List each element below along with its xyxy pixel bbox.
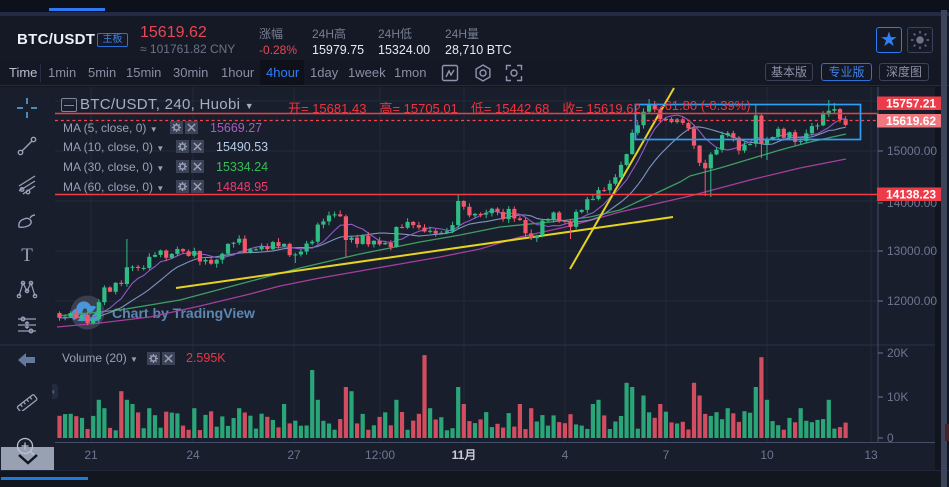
- svg-text:15757.21: 15757.21: [886, 96, 936, 110]
- svg-text:4: 4: [562, 448, 569, 462]
- svg-text:0: 0: [887, 431, 894, 445]
- svg-text:14138.23: 14138.23: [886, 187, 936, 201]
- svg-text:24: 24: [186, 448, 200, 462]
- svg-text:27: 27: [287, 448, 301, 462]
- svg-text:T: T: [21, 245, 33, 266]
- svg-text:21: 21: [84, 448, 98, 462]
- svg-text:13000.00: 13000.00: [887, 244, 937, 258]
- svg-text:20K: 20K: [887, 346, 908, 360]
- svg-text:10: 10: [760, 448, 774, 462]
- svg-text:7: 7: [663, 448, 670, 462]
- svg-text:11月: 11月: [452, 448, 477, 462]
- svg-text:13: 13: [864, 448, 878, 462]
- svg-text:10K: 10K: [887, 390, 908, 404]
- svg-text:15000.00: 15000.00: [887, 144, 937, 158]
- svg-text:15619.62: 15619.62: [886, 114, 936, 128]
- svg-text:12:00: 12:00: [365, 448, 395, 462]
- svg-text:12000.00: 12000.00: [887, 294, 937, 308]
